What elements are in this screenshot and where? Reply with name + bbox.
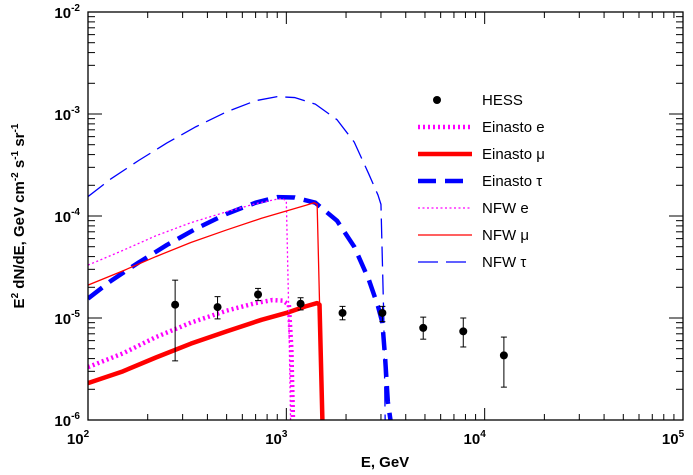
legend-item-1: Einasto e <box>418 119 545 136</box>
data-point-0 <box>171 279 180 362</box>
data-point-6 <box>419 316 428 340</box>
data-points-layer <box>171 279 508 388</box>
series-line-5 <box>88 95 386 420</box>
data-point-1 <box>213 296 222 320</box>
svg-text:Einasto τ: Einasto τ <box>482 173 542 190</box>
svg-text:Einasto μ: Einasto μ <box>482 146 545 163</box>
legend: HESS Einasto e Einasto μ Einasto τ NFW e NFW … <box>418 92 545 271</box>
legend-item-0: HESS <box>433 92 523 109</box>
series-line-1 <box>88 300 325 420</box>
tick-marks <box>87 11 684 421</box>
svg-text:NFW τ: NFW τ <box>482 254 526 271</box>
x-tick-label-0: 102 <box>67 429 90 448</box>
series-line-4 <box>88 202 324 420</box>
series-line-2 <box>88 194 393 420</box>
plot-frame <box>87 11 684 421</box>
data-point-3 <box>296 297 305 311</box>
y-tick-label-4: 10-2 <box>54 3 80 22</box>
y-tick-label-3: 10-3 <box>54 105 80 124</box>
y-tick-label-1: 10-5 <box>54 309 80 328</box>
x-axis-title: E, GeV <box>361 454 409 471</box>
y-tick-labels: 10-6 10-5 10-4 10-3 10-2 <box>54 3 80 430</box>
x-tick-label-3: 105 <box>662 429 685 448</box>
series-layer <box>88 95 393 420</box>
data-point-5 <box>378 305 387 323</box>
legend-item-6: NFW τ <box>418 254 526 271</box>
svg-text:HESS: HESS <box>482 92 523 109</box>
x-tick-label-1: 103 <box>265 429 288 448</box>
legend-item-2: Einasto μ <box>418 146 545 163</box>
y-tick-label-0: 10-6 <box>54 411 80 430</box>
x-tick-label-2: 104 <box>464 429 487 448</box>
y-tick-label-2: 10-4 <box>54 207 80 226</box>
legend-item-5: NFW μ <box>418 227 529 244</box>
svg-text:Einasto e: Einasto e <box>482 119 545 136</box>
data-point-8 <box>499 336 508 388</box>
y-axis-title: E2 dN/dE, GeV cm-2 s-1 sr-1 <box>10 123 28 308</box>
data-point-4 <box>338 305 347 321</box>
x-tick-labels: 102 103 104 105 <box>67 429 685 448</box>
svg-text:NFW μ: NFW μ <box>482 227 529 244</box>
legend-item-3: Einasto τ <box>418 173 542 190</box>
data-point-7 <box>459 317 468 348</box>
legend-item-4: NFW e <box>418 200 529 217</box>
svg-text:NFW e: NFW e <box>482 200 529 217</box>
data-point-2 <box>254 287 263 302</box>
